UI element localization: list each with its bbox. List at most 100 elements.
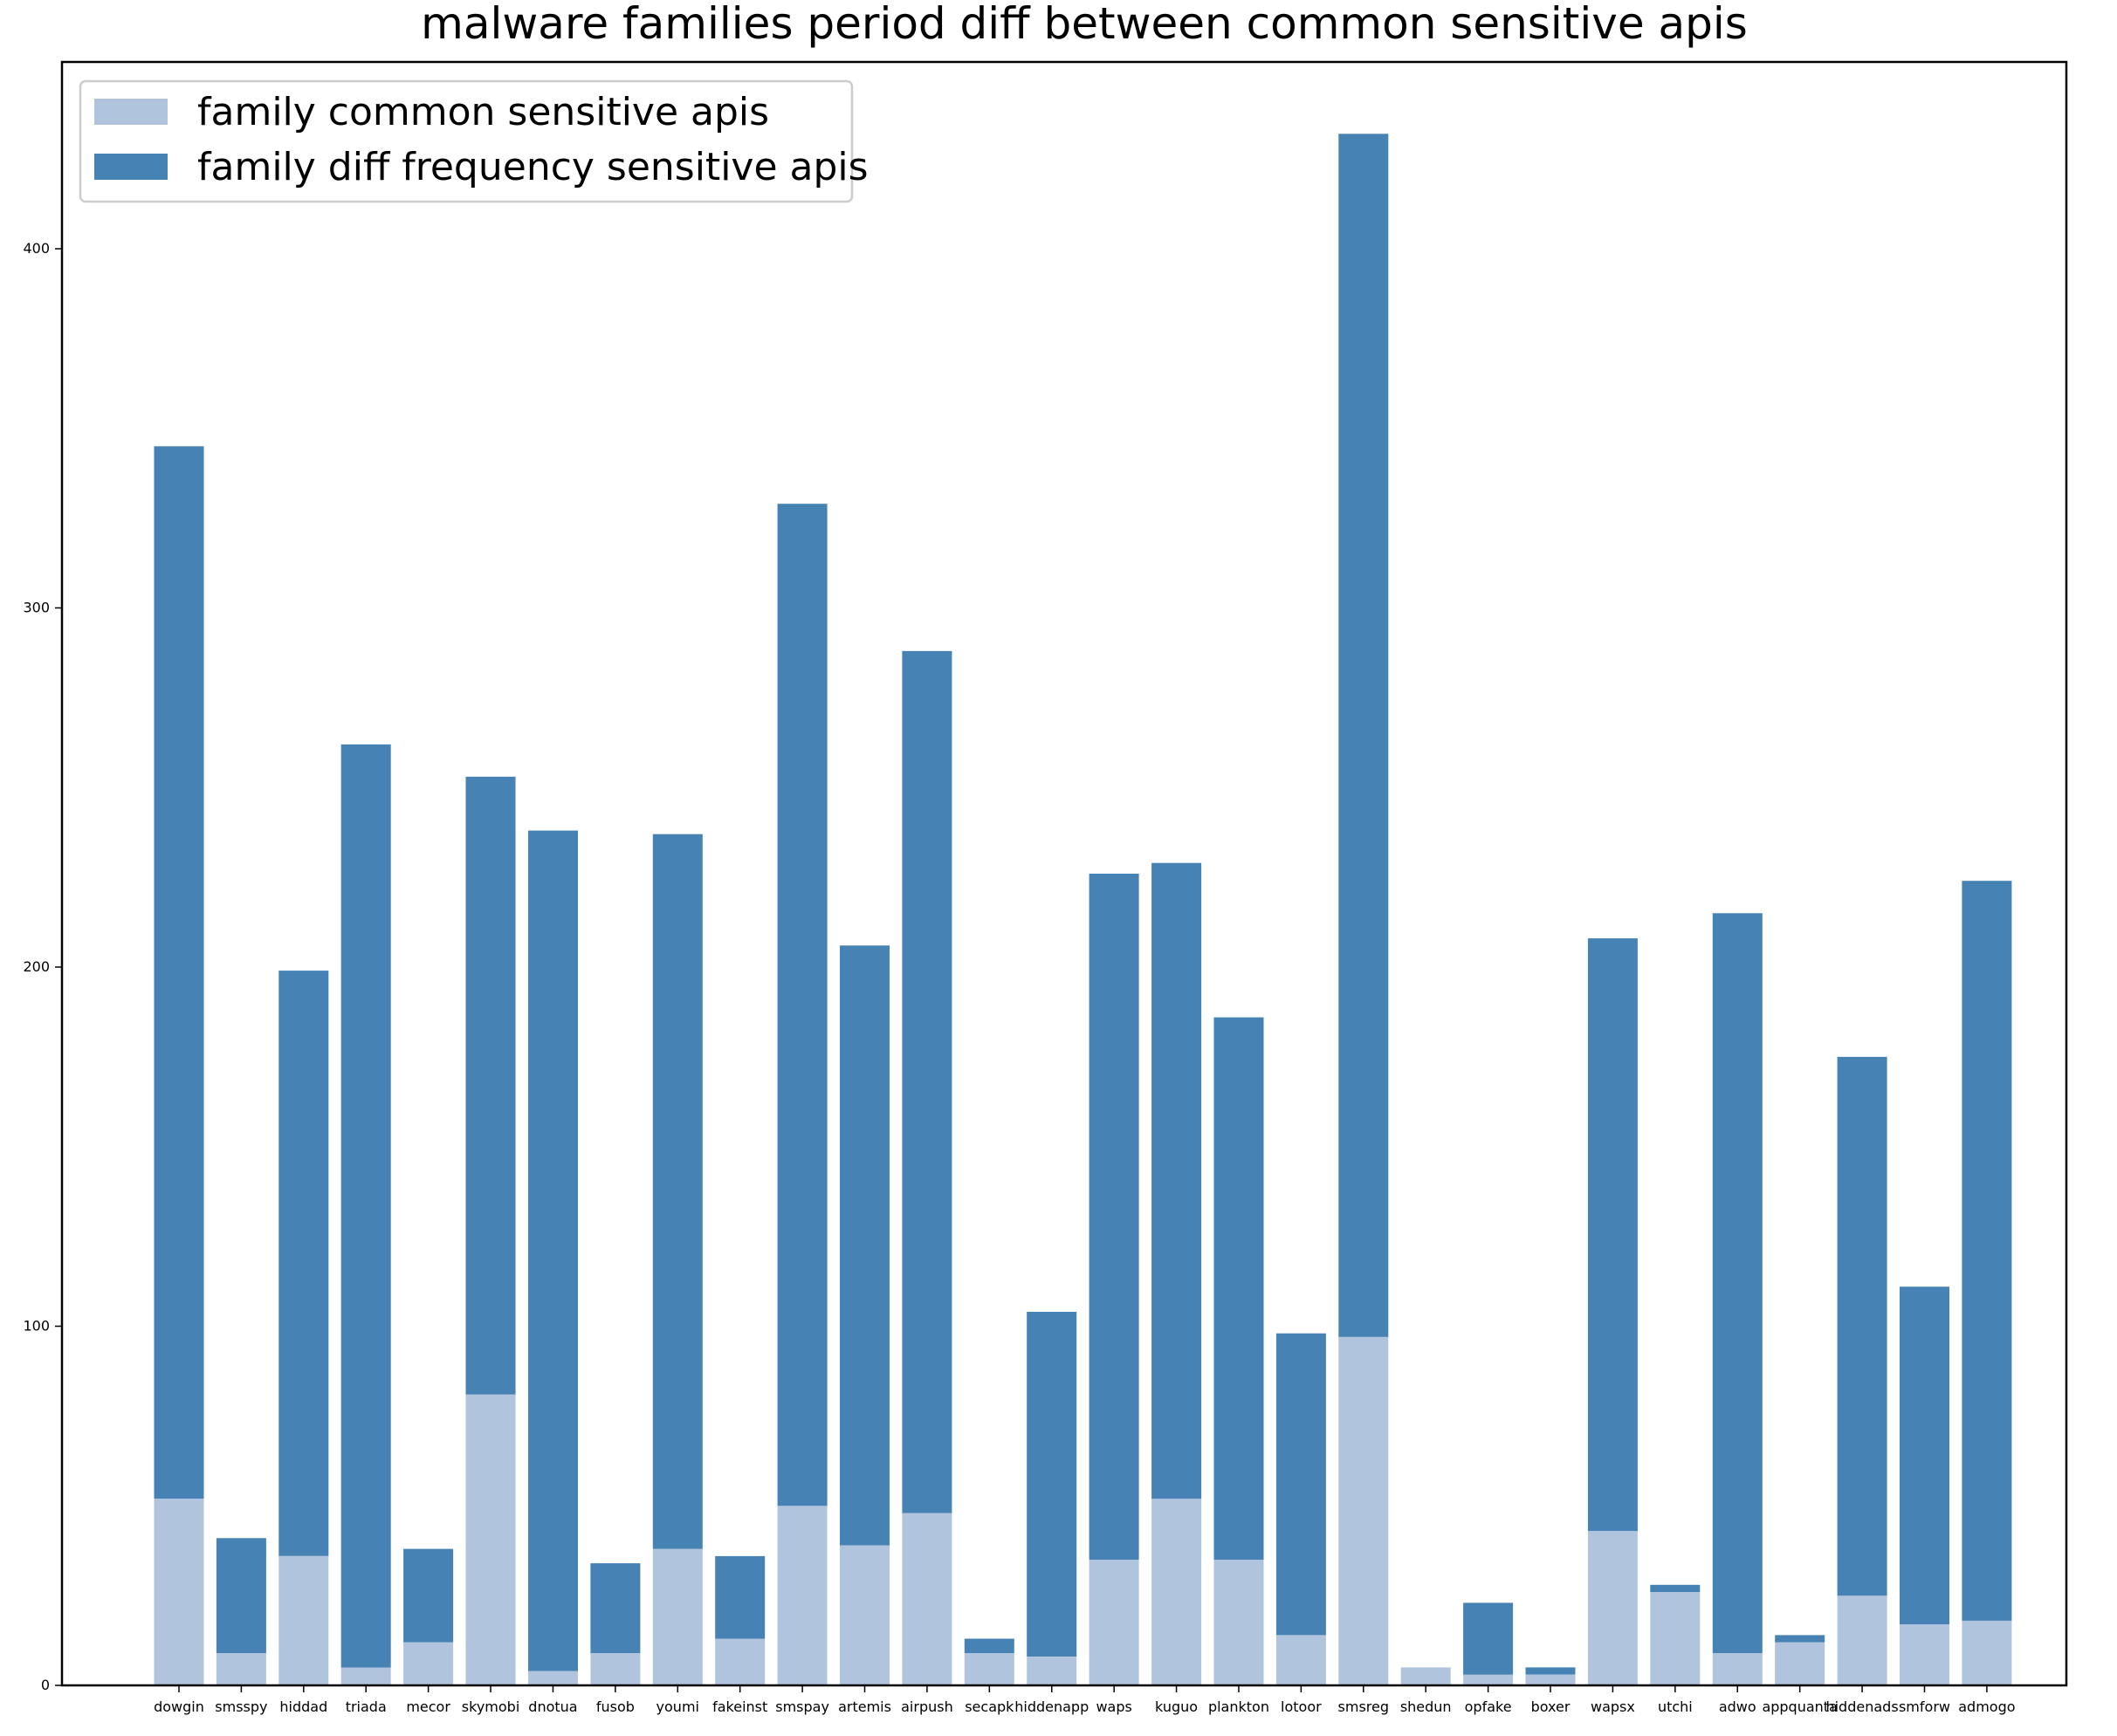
bar-opfake-diff xyxy=(1463,1602,1514,1675)
x-tick-label: smspay xyxy=(775,1698,829,1715)
x-tick-label: mecor xyxy=(406,1698,450,1715)
x-tick-label: admogo xyxy=(1958,1698,2015,1715)
x-tick-label: smforw xyxy=(1899,1698,1950,1715)
bar-airpush-common xyxy=(902,1513,952,1685)
y-tick-label: 100 xyxy=(23,1318,50,1335)
legend-swatch-common xyxy=(94,99,168,125)
x-tick-label: triada xyxy=(346,1698,387,1715)
y-tick-label: 200 xyxy=(23,958,50,975)
bar-smspay-common xyxy=(777,1506,828,1686)
legend-box xyxy=(79,79,854,203)
x-tick-label: smsreg xyxy=(1338,1698,1389,1715)
bar-hiddad-diff xyxy=(278,971,329,1556)
bar-dnotua-diff xyxy=(528,830,578,1671)
bar-plankton-diff xyxy=(1213,1017,1264,1560)
bar-adwo-common xyxy=(1712,1653,1763,1685)
x-tick-label: smsspy xyxy=(215,1698,267,1715)
bar-appquanta-diff xyxy=(1775,1635,1825,1643)
bar-adwo-diff xyxy=(1712,913,1763,1653)
bar-fusob-diff xyxy=(590,1563,641,1653)
bar-dnotua-common xyxy=(528,1671,578,1685)
bar-waps-diff xyxy=(1089,874,1139,1560)
bar-hiddenapp-diff xyxy=(1027,1312,1077,1657)
x-tick-label: lotoor xyxy=(1281,1698,1322,1715)
x-tick-label: hiddenapp xyxy=(1014,1698,1089,1715)
bar-utchi-diff xyxy=(1650,1584,1701,1592)
bar-dowgin-common xyxy=(154,1499,204,1685)
bar-smforw-common xyxy=(1900,1624,1949,1685)
bar-triada-diff xyxy=(340,744,391,1668)
bar-kuguo-diff xyxy=(1151,862,1202,1499)
legend-swatch-diff xyxy=(94,154,168,180)
bar-fusob-common xyxy=(590,1653,641,1685)
y-tick-label: 300 xyxy=(23,600,50,616)
x-tick-label: adwo xyxy=(1719,1698,1756,1715)
x-tick-label: opfake xyxy=(1465,1698,1512,1715)
chart-title: malware families period diff between com… xyxy=(421,0,1748,49)
bar-airpush-diff xyxy=(902,650,952,1513)
x-tick-label: skymobi xyxy=(462,1698,519,1715)
bar-opfake-common xyxy=(1463,1674,1514,1685)
bar-lotoor-common xyxy=(1275,1635,1326,1685)
bar-triada-common xyxy=(340,1667,391,1685)
bar-skymobi-common xyxy=(465,1394,516,1685)
bar-hiddenapp-common xyxy=(1027,1657,1077,1685)
bar-secapk-common xyxy=(964,1653,1014,1685)
plot-frame xyxy=(60,60,2068,1687)
x-tick-label: hiddenads xyxy=(1825,1698,1898,1715)
bar-plankton-common xyxy=(1213,1560,1264,1685)
x-tick-label: fusob xyxy=(596,1698,635,1715)
y-axis: 0 100 200 300 400 xyxy=(23,240,62,1693)
bar-lotoor-diff xyxy=(1275,1333,1326,1636)
x-tick-label: dnotua xyxy=(528,1698,577,1715)
bar-shedun-common xyxy=(1400,1667,1451,1685)
bar-artemis-common xyxy=(840,1545,890,1685)
y-tick-label: 0 xyxy=(41,1677,50,1693)
x-tick-label: waps xyxy=(1096,1698,1131,1715)
bar-appquanta-common xyxy=(1775,1642,1825,1685)
bar-boxer-diff xyxy=(1525,1667,1576,1675)
x-tick-label: artemis xyxy=(838,1698,891,1715)
bar-wapsx-common xyxy=(1587,1531,1638,1685)
legend-label-diff: family diff frequency sensitive apis xyxy=(197,145,869,189)
bar-utchi-common xyxy=(1650,1592,1701,1685)
x-tick-label: kuguo xyxy=(1155,1698,1198,1715)
bar-admogo-diff xyxy=(1962,881,2012,1621)
bars-group xyxy=(154,134,2012,1686)
bar-dowgin-diff xyxy=(154,446,204,1499)
x-tick-label: secapk xyxy=(965,1698,1014,1715)
bar-youmi-diff xyxy=(652,834,703,1549)
legend: family common sensitive apis family diff… xyxy=(79,79,869,203)
bar-boxer-common xyxy=(1525,1674,1576,1685)
x-tick-label: youmi xyxy=(656,1698,699,1715)
x-tick-label: shedun xyxy=(1400,1698,1452,1715)
bar-mecor-diff xyxy=(403,1548,454,1643)
x-tick-label: boxer xyxy=(1531,1698,1571,1715)
bar-hiddenads-diff xyxy=(1837,1056,1887,1596)
bar-smsreg-diff xyxy=(1338,134,1389,1337)
x-tick-label: dowgin xyxy=(154,1698,204,1715)
x-tick-label: appquanta xyxy=(1762,1698,1837,1715)
bar-smsreg-common xyxy=(1338,1336,1389,1685)
bar-smforw-diff xyxy=(1900,1287,1949,1624)
bar-youmi-common xyxy=(652,1548,703,1685)
x-tick-label: utchi xyxy=(1658,1698,1693,1715)
bar-mecor-common xyxy=(403,1642,454,1685)
bar-hiddad-common xyxy=(278,1555,329,1685)
bar-hiddenads-common xyxy=(1837,1595,1887,1685)
x-tick-label: airpush xyxy=(901,1698,953,1715)
bar-artemis-diff xyxy=(840,945,890,1546)
bar-kuguo-common xyxy=(1151,1499,1202,1685)
x-tick-label: hiddad xyxy=(279,1698,327,1715)
bar-waps-common xyxy=(1089,1560,1139,1685)
bar-secapk-diff xyxy=(964,1638,1014,1653)
bar-admogo-common xyxy=(1962,1620,2012,1685)
x-tick-label: fakeinst xyxy=(712,1698,767,1715)
y-tick-label: 400 xyxy=(23,240,50,257)
legend-label-common: family common sensitive apis xyxy=(197,90,769,134)
bar-smsspy-common xyxy=(216,1653,266,1685)
bar-smsspy-diff xyxy=(216,1538,266,1653)
x-tick-label: plankton xyxy=(1208,1698,1269,1715)
bar-smspay-diff xyxy=(777,504,828,1506)
